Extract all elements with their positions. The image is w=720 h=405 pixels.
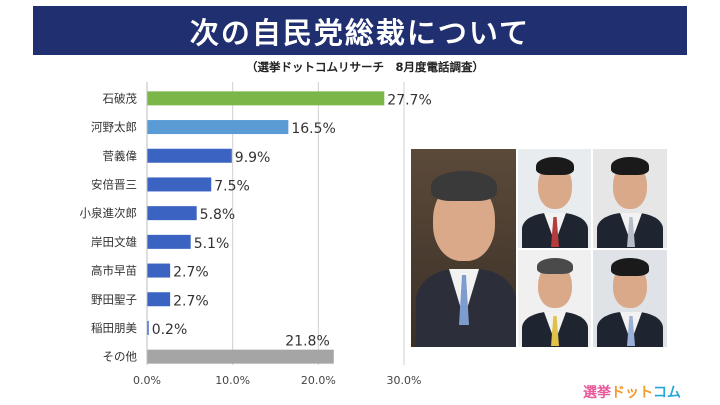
title-banner: 次の自民党総裁について xyxy=(33,6,687,55)
logo-part-2: ドット xyxy=(611,385,653,401)
candidate-photo-5 xyxy=(593,250,667,347)
x-tick-label: 30.0% xyxy=(387,374,422,387)
value-label: 2.7% xyxy=(173,293,209,309)
value-label: 27.7% xyxy=(387,92,431,108)
value-label: 0.2% xyxy=(152,322,188,338)
value-label: 2.7% xyxy=(173,265,209,281)
category-label: その他 xyxy=(103,350,138,364)
bar xyxy=(147,120,289,135)
category-label: 野田聖子 xyxy=(91,292,137,306)
bar xyxy=(147,349,334,364)
bar xyxy=(147,234,191,249)
category-label: 小泉進次郎 xyxy=(80,206,138,220)
category-label: 岸田文雄 xyxy=(91,235,137,249)
value-label: 5.1% xyxy=(194,236,230,252)
candidate-photo-panel xyxy=(411,149,667,347)
x-tick-label: 0.0% xyxy=(133,374,161,387)
category-label: 菅義偉 xyxy=(103,149,138,163)
x-tick-label: 20.0% xyxy=(301,374,336,387)
value-label: 9.9% xyxy=(235,150,271,166)
site-logo: 選挙ドットコム xyxy=(583,382,681,402)
bar xyxy=(147,148,232,163)
logo-part-3: コム xyxy=(653,385,681,401)
category-label: 河野太郎 xyxy=(91,120,137,134)
value-label: 5.8% xyxy=(200,207,236,223)
candidate-photo-4 xyxy=(518,250,591,347)
bar xyxy=(147,263,171,278)
bar xyxy=(147,91,385,106)
bar xyxy=(147,177,212,192)
bar xyxy=(147,206,197,221)
page-title: 次の自民党総裁について xyxy=(189,15,531,50)
logo-part-1: 選挙 xyxy=(583,385,611,401)
category-label: 稲田朋美 xyxy=(91,321,137,335)
category-label: 石破茂 xyxy=(103,91,138,105)
category-label: 安倍晋三 xyxy=(91,177,137,191)
candidate-photo-3 xyxy=(593,149,667,248)
value-label: 7.5% xyxy=(214,178,250,194)
value-label: 21.8% xyxy=(285,334,329,350)
x-tick-label: 10.0% xyxy=(215,374,250,387)
candidate-photo-large xyxy=(411,149,516,347)
candidate-photo-2 xyxy=(518,149,591,248)
bar xyxy=(147,292,171,307)
value-label: 16.5% xyxy=(291,121,335,137)
survey-source: （選挙ドットコムリサーチ 8月度電話調査） xyxy=(246,60,484,74)
bar xyxy=(147,320,149,335)
category-label: 高市早苗 xyxy=(91,264,137,278)
